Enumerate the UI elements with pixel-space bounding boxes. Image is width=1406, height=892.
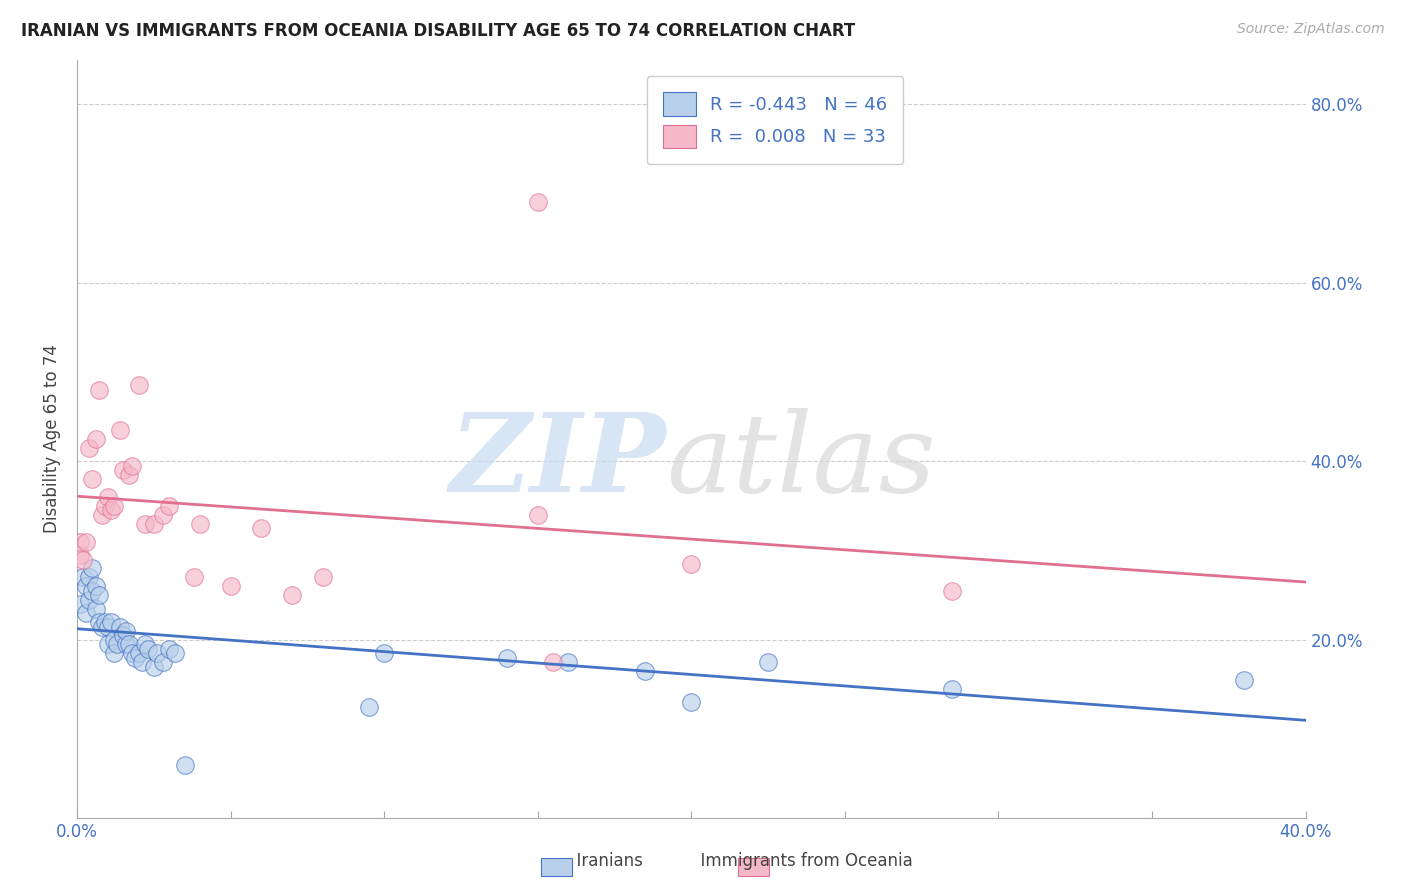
Point [557, 655, 579, 669]
Point [103, 499, 125, 513]
Text: Iranians: Iranians [567, 852, 643, 870]
Point [115, 637, 138, 651]
Point [526, 195, 548, 210]
Point [281, 588, 304, 602]
Point [93, 499, 115, 513]
Point [152, 655, 174, 669]
Text: IRANIAN VS IMMIGRANTS FROM OCEANIA DISABILITY AGE 65 TO 74 CORRELATION CHART: IRANIAN VS IMMIGRANTS FROM OCEANIA DISAB… [21, 22, 855, 40]
Legend: R = -0.443   N = 46, R =  0.008   N = 33: R = -0.443 N = 46, R = 0.008 N = 33 [647, 76, 904, 164]
Point [100, 615, 122, 629]
Point [188, 516, 211, 531]
Point [108, 619, 131, 633]
Point [75, 606, 97, 620]
Point [84, 601, 107, 615]
Point [681, 557, 703, 571]
Point [146, 646, 169, 660]
Point [84, 579, 107, 593]
Point [75, 579, 97, 593]
Point [941, 583, 963, 598]
Point [681, 695, 703, 709]
Point [79, 441, 101, 455]
Point [134, 637, 156, 651]
Point [173, 758, 195, 772]
Point [152, 508, 174, 522]
Point [69, 548, 91, 562]
Text: atlas: atlas [666, 408, 936, 516]
Point [541, 655, 564, 669]
Point [115, 624, 138, 638]
Point [634, 664, 657, 678]
Point [108, 423, 131, 437]
Point [131, 655, 153, 669]
Point [105, 637, 128, 651]
Text: Source: ZipAtlas.com: Source: ZipAtlas.com [1237, 22, 1385, 37]
Point [103, 632, 125, 647]
Point [142, 516, 165, 531]
Point [941, 681, 963, 696]
Point [103, 646, 125, 660]
Point [84, 432, 107, 446]
Point [82, 561, 104, 575]
Point [134, 516, 156, 531]
Point [75, 534, 97, 549]
Point [128, 378, 150, 392]
Point [69, 597, 91, 611]
Text: ZIP: ZIP [450, 408, 666, 516]
Point [121, 458, 143, 473]
Point [157, 641, 180, 656]
Point [1233, 673, 1256, 687]
Point [124, 650, 146, 665]
Text: Immigrants from Oceania: Immigrants from Oceania [690, 852, 912, 870]
Point [165, 646, 187, 660]
Point [79, 570, 101, 584]
Point [312, 570, 335, 584]
Point [118, 637, 141, 651]
Point [100, 503, 122, 517]
Point [87, 615, 110, 629]
Point [90, 508, 112, 522]
Y-axis label: Disability Age 65 to 74: Disability Age 65 to 74 [44, 344, 60, 533]
Point [97, 619, 120, 633]
Point [72, 570, 94, 584]
Point [93, 615, 115, 629]
Point [118, 467, 141, 482]
Point [87, 383, 110, 397]
Point [79, 592, 101, 607]
Point [69, 534, 91, 549]
Point [97, 637, 120, 651]
Point [526, 508, 548, 522]
Point [250, 521, 273, 535]
Point [142, 659, 165, 673]
Point [82, 583, 104, 598]
Point [357, 699, 380, 714]
Point [157, 499, 180, 513]
Point [72, 552, 94, 566]
Point [112, 463, 135, 477]
Point [496, 650, 519, 665]
Point [128, 646, 150, 660]
Point [90, 619, 112, 633]
Point [112, 628, 135, 642]
Point [87, 588, 110, 602]
Point [219, 579, 242, 593]
Point [183, 570, 205, 584]
Point [756, 655, 779, 669]
Point [373, 646, 395, 660]
Point [121, 646, 143, 660]
Point [136, 641, 159, 656]
Point [97, 490, 120, 504]
Point [82, 472, 104, 486]
